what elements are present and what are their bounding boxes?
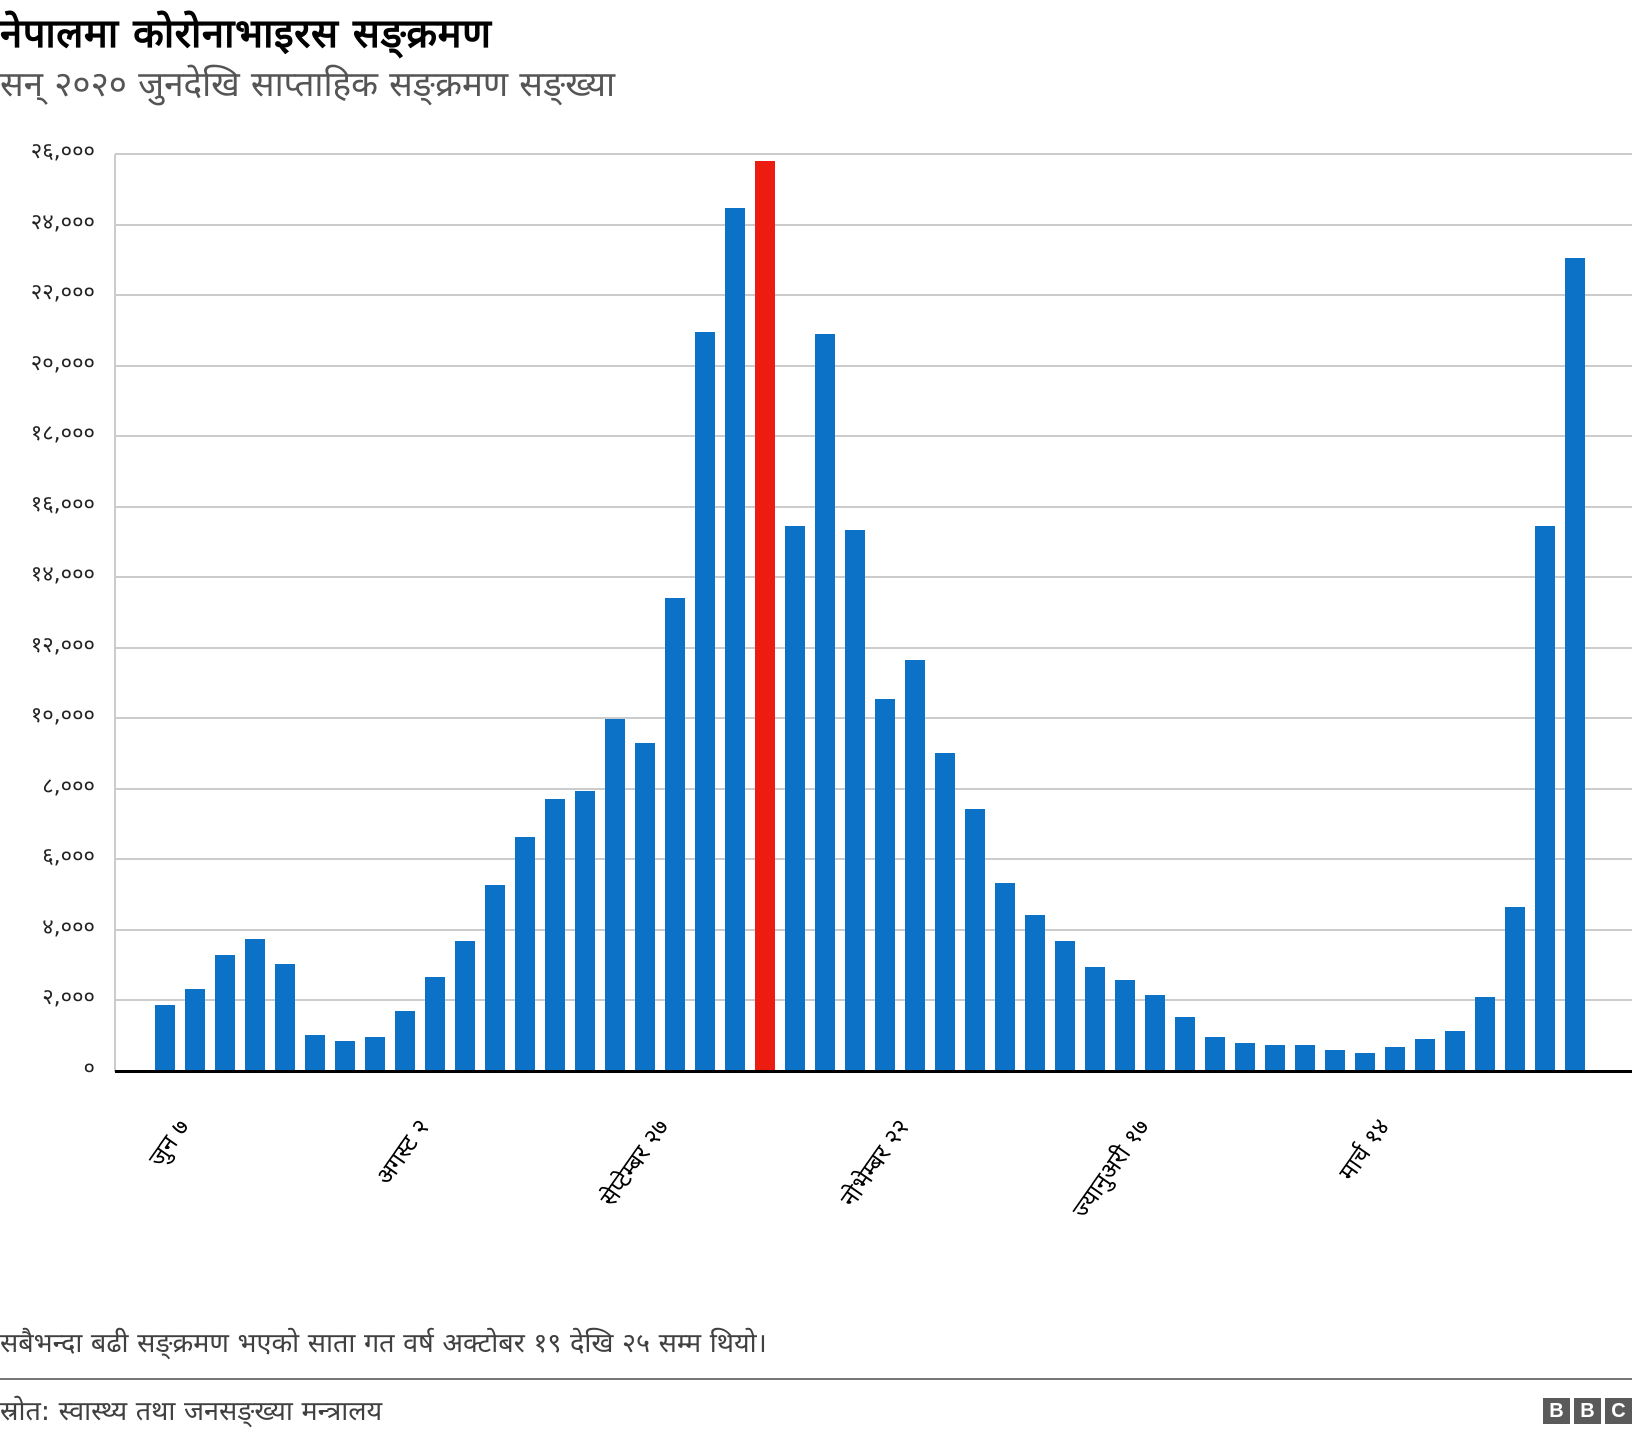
x-axis-tick-label: सेप्टेम्बर २७: [594, 1113, 675, 1212]
bar: [845, 529, 865, 1071]
bar: [1235, 1042, 1255, 1071]
bar: [455, 940, 475, 1071]
bbc-logo-letter: B: [1574, 1398, 1601, 1424]
bar: [605, 719, 625, 1071]
bar: [335, 1040, 355, 1071]
bar: [575, 790, 595, 1071]
gridline: [115, 364, 1632, 367]
gridline: [115, 858, 1632, 861]
gridline: [115, 576, 1632, 579]
chart-subtitle: सन् २०२० जुनदेखि साप्ताहिक सङ्क्रमण सङ्ख…: [0, 65, 616, 105]
gridline: [115, 928, 1632, 931]
bar: [545, 799, 565, 1071]
bar: [1085, 966, 1105, 1071]
gridline: [115, 505, 1632, 508]
bar: [365, 1036, 385, 1071]
bar: [1415, 1038, 1435, 1071]
gridline: [115, 294, 1632, 297]
x-axis-tick-label: नोभेम्बर २२: [834, 1113, 915, 1213]
bar: [815, 334, 835, 1071]
bar: [425, 976, 445, 1071]
bar: [485, 885, 505, 1071]
y-axis-tick-label: २४,०००: [30, 209, 95, 235]
bar: [635, 742, 655, 1071]
y-axis-tick-label: २,०००: [42, 985, 95, 1011]
y-axis-tick-label: १२,०००: [30, 632, 95, 658]
gridline: [115, 787, 1632, 790]
bar: [1355, 1052, 1375, 1071]
y-axis-tick-label: १०,०००: [30, 703, 95, 729]
y-axis-tick-label: २२,०००: [30, 280, 95, 306]
bar: [1145, 994, 1165, 1071]
chart-title: नेपालमा कोरोनाभाइरस सङ्क्रमण: [0, 11, 492, 57]
bbc-logo: B B C: [1543, 1398, 1632, 1424]
bar: [1505, 906, 1525, 1071]
bar: [215, 954, 235, 1071]
bar: [665, 597, 685, 1071]
bar: [785, 526, 805, 1071]
y-axis-tick-label: २०,०००: [30, 350, 95, 376]
y-axis-tick-label: २६,०००: [30, 139, 95, 164]
bar: [725, 208, 745, 1071]
y-axis-tick-label: ८,०००: [42, 773, 95, 799]
bar-chart: ० २,००० ४,००० ६,००० ८,००० १०,००० १२,००० १४,००० १…: [30, 139, 1632, 1224]
bar: [1265, 1044, 1285, 1071]
gridline: [115, 435, 1632, 438]
x-axis-tick-label: मार्च १४: [1332, 1113, 1395, 1186]
bbc-logo-letter: B: [1543, 1398, 1570, 1424]
y-axis-tick-label: ६,०००: [42, 844, 95, 870]
bar: [1055, 940, 1075, 1071]
bar: [305, 1035, 325, 1071]
y-axis-tick-label: ४,०००: [42, 914, 95, 940]
bar: [1475, 996, 1495, 1071]
bar: [1385, 1046, 1405, 1071]
bar: [1295, 1044, 1315, 1071]
bar: [905, 659, 925, 1071]
bar: [1445, 1030, 1465, 1071]
source-credit: स्रोत: स्वास्थ्य तथा जनसङ्ख्या मन्त्रालय: [0, 1396, 383, 1427]
bar: [965, 808, 985, 1071]
bar: [275, 964, 295, 1071]
bar: [1325, 1050, 1345, 1071]
x-axis-tick-label: अगस्ट २: [369, 1113, 435, 1190]
bar: [875, 699, 895, 1071]
gridline: [115, 153, 1632, 155]
bbc-logo-letter: C: [1605, 1398, 1632, 1424]
bar: [1535, 526, 1555, 1071]
x-axis-tick-label: ज्यानुअरी १७: [1066, 1113, 1155, 1224]
footer-divider: [0, 1378, 1632, 1380]
bar: [995, 882, 1015, 1071]
bar: [1115, 980, 1135, 1071]
gridline: [115, 999, 1632, 1002]
y-axis-tick-label: १८,०००: [30, 421, 95, 447]
bar: [185, 988, 205, 1071]
y-axis-line: [114, 154, 116, 1072]
gridline: [115, 717, 1632, 720]
bar: [1175, 1016, 1195, 1071]
bar: [1205, 1036, 1225, 1071]
bar: [395, 1010, 415, 1071]
x-axis-baseline: [115, 1070, 1632, 1073]
y-axis-tick-label: १४,०००: [30, 562, 95, 588]
bar: [1025, 914, 1045, 1071]
bar: [695, 332, 715, 1071]
y-axis-tick-label: ०: [83, 1056, 95, 1081]
gridline: [115, 646, 1632, 649]
chart-note: सबैभन्दा बढी सङ्क्रमण भएको साता गत वर्ष …: [0, 1328, 767, 1359]
bar-peak-week: [755, 161, 775, 1071]
bar: [1565, 258, 1585, 1071]
y-axis-tick-label: १६,०००: [30, 491, 95, 517]
x-axis-tick-label: जुन ७: [142, 1113, 195, 1172]
bar: [245, 939, 265, 1071]
gridline: [115, 223, 1632, 226]
bar: [935, 753, 955, 1071]
bar: [515, 837, 535, 1071]
bar: [155, 1004, 175, 1071]
